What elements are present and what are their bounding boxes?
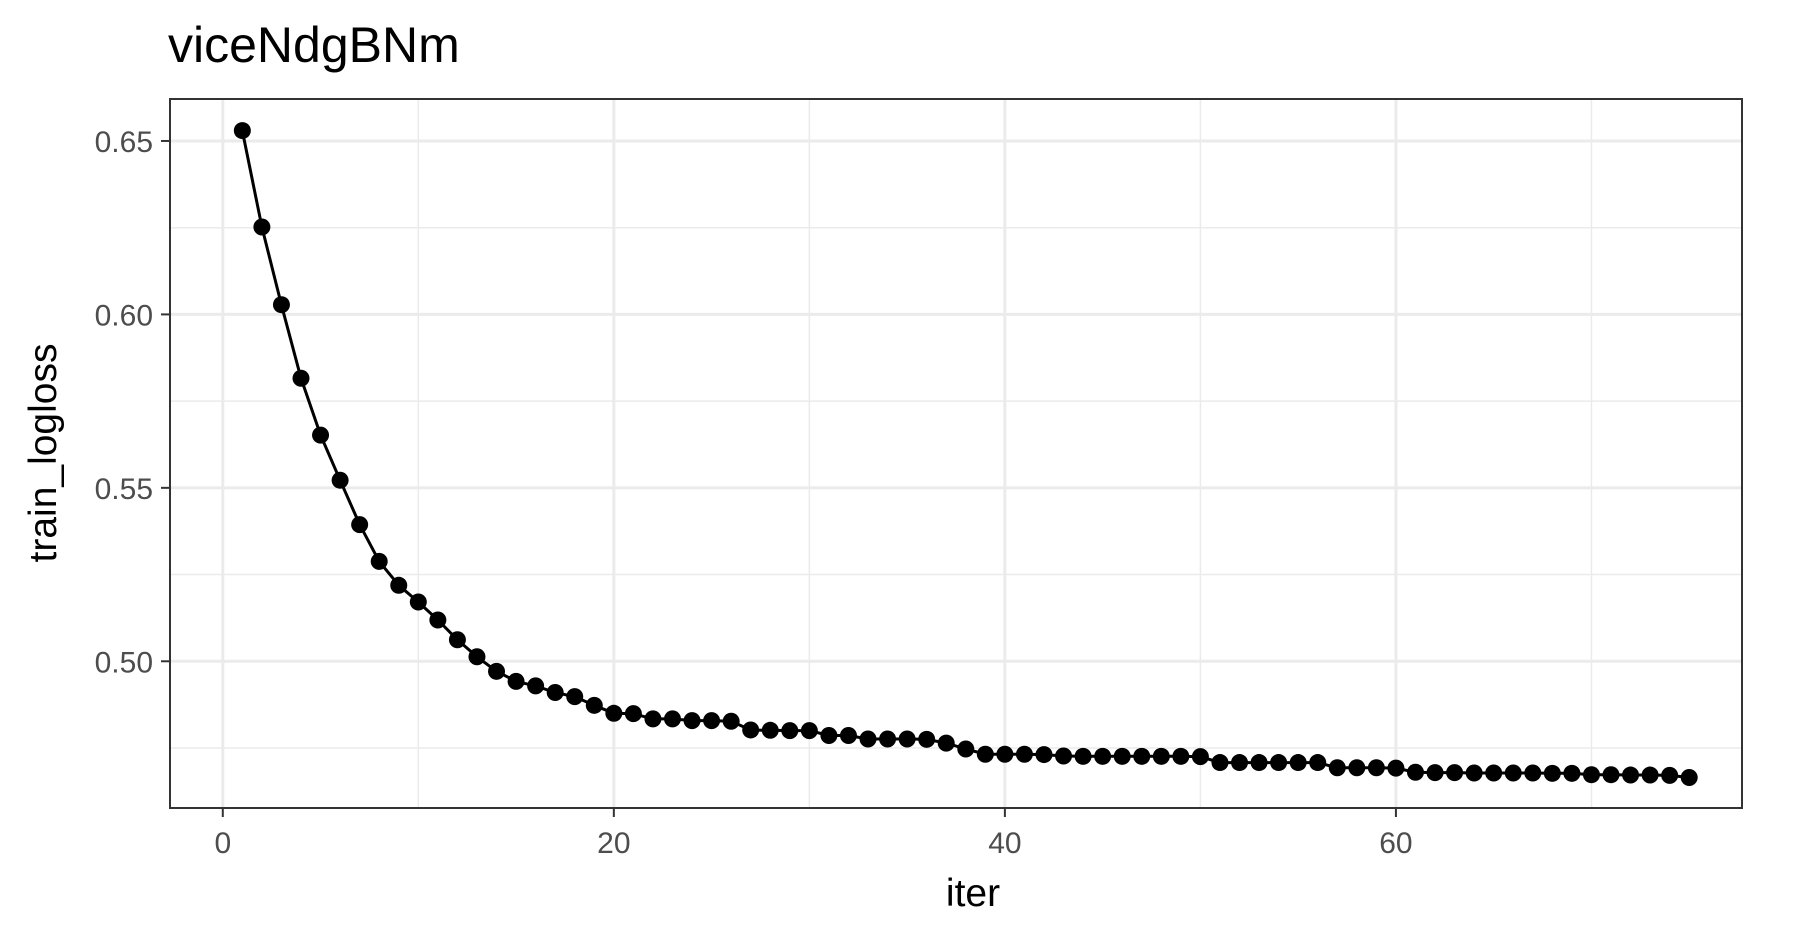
data-point xyxy=(976,745,994,763)
data-point xyxy=(1622,766,1640,784)
data-point xyxy=(1172,747,1190,765)
data-point xyxy=(644,710,662,728)
data-point xyxy=(1094,747,1112,765)
data-point xyxy=(253,218,271,236)
data-point xyxy=(409,593,427,611)
data-point xyxy=(1641,766,1659,784)
data-point xyxy=(937,734,955,752)
data-point xyxy=(1563,764,1581,782)
data-point xyxy=(331,471,349,489)
data-point xyxy=(468,648,486,666)
data-point xyxy=(1309,754,1327,772)
data-point xyxy=(761,721,779,739)
data-point xyxy=(1446,764,1464,782)
data-point xyxy=(859,730,877,748)
data-point xyxy=(879,730,897,748)
data-point xyxy=(1270,754,1288,772)
chart-title: viceNdgBNm xyxy=(168,17,460,73)
data-point xyxy=(918,730,936,748)
data-point xyxy=(1602,766,1620,784)
data-point xyxy=(1582,766,1600,784)
grid-major xyxy=(170,99,1742,808)
data-point xyxy=(898,730,916,748)
data-point xyxy=(1367,759,1385,777)
x-tick-label: 40 xyxy=(988,827,1021,860)
data-point xyxy=(488,662,506,680)
data-point xyxy=(1250,754,1268,772)
data-point xyxy=(1680,768,1698,786)
series-points-group xyxy=(233,122,1698,786)
data-point xyxy=(1465,764,1483,782)
y-tick-label: 0.60 xyxy=(95,299,153,332)
data-point xyxy=(1191,748,1209,766)
data-point xyxy=(1543,764,1561,782)
data-point xyxy=(1406,763,1424,781)
data-point xyxy=(1289,754,1307,772)
data-point xyxy=(742,721,760,739)
x-tick-label: 0 xyxy=(214,827,231,860)
data-point xyxy=(1152,747,1170,765)
y-axis-title: train_logloss xyxy=(22,344,65,563)
y-tick-label: 0.50 xyxy=(95,646,153,679)
data-point xyxy=(566,688,584,706)
data-point xyxy=(1015,745,1033,763)
data-point xyxy=(663,710,681,728)
data-point xyxy=(624,705,642,723)
data-point xyxy=(233,122,251,140)
x-tick-label: 20 xyxy=(597,827,630,860)
data-point xyxy=(800,722,818,740)
data-point xyxy=(1426,764,1444,782)
y-axis: 0.50 0.55 0.60 0.65 xyxy=(95,126,170,679)
data-point xyxy=(390,576,408,594)
data-point xyxy=(1231,754,1249,772)
data-point xyxy=(448,631,466,649)
data-point xyxy=(1133,747,1151,765)
data-point xyxy=(429,611,447,629)
data-point xyxy=(507,672,525,690)
data-point xyxy=(351,516,369,534)
x-axis: 0 20 40 60 xyxy=(214,808,1413,860)
data-point xyxy=(370,552,388,570)
data-point xyxy=(605,704,623,722)
y-tick-label: 0.55 xyxy=(95,473,153,506)
data-point xyxy=(1211,754,1229,772)
data-point xyxy=(1504,764,1522,782)
data-point xyxy=(1113,747,1131,765)
data-point xyxy=(996,745,1014,763)
grid-minor xyxy=(170,99,1742,808)
data-point xyxy=(1035,746,1053,764)
data-point xyxy=(781,722,799,740)
data-point xyxy=(1328,759,1346,777)
data-point xyxy=(1348,759,1366,777)
data-point xyxy=(1387,759,1405,777)
data-point xyxy=(839,727,857,745)
plot-panel xyxy=(170,99,1742,808)
data-point xyxy=(292,369,310,387)
y-tick-label: 0.65 xyxy=(95,126,153,159)
data-point xyxy=(1524,764,1542,782)
x-axis-title: iter xyxy=(946,872,1000,915)
data-point xyxy=(722,712,740,730)
data-point xyxy=(312,426,330,444)
data-point xyxy=(820,727,838,745)
data-point xyxy=(957,740,975,758)
data-point xyxy=(1074,747,1092,765)
data-point xyxy=(1485,764,1503,782)
data-point xyxy=(546,683,564,701)
data-point xyxy=(1661,766,1679,784)
panel-border xyxy=(169,98,1743,809)
data-point xyxy=(272,296,290,314)
data-point xyxy=(527,677,545,695)
data-point xyxy=(703,712,721,730)
data-point xyxy=(1055,747,1073,765)
x-tick-label: 60 xyxy=(1379,827,1412,860)
data-point xyxy=(585,696,603,714)
data-point xyxy=(683,712,701,730)
